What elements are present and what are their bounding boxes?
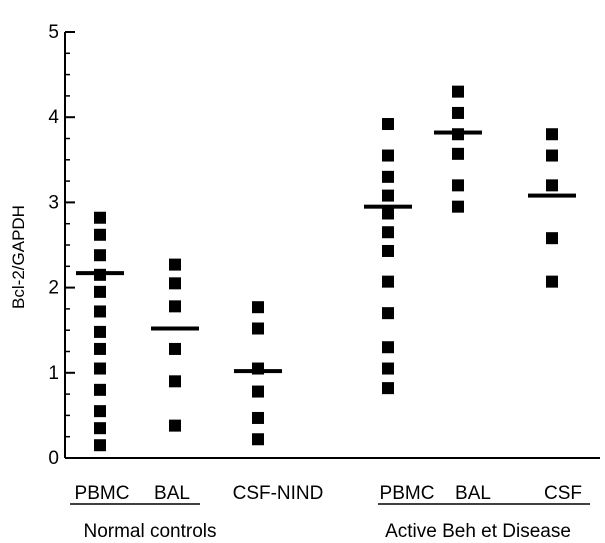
data-point: [546, 232, 558, 245]
data-point: [382, 149, 394, 162]
y-tick-label: 5: [48, 22, 59, 43]
data-point: [169, 277, 181, 290]
data-point: [452, 200, 464, 213]
mean-lines: [76, 130, 576, 374]
mean-line: [528, 193, 576, 198]
mean-line: [234, 369, 282, 374]
data-point: [452, 106, 464, 119]
y-tick-label: 3: [48, 192, 59, 213]
data-point: [382, 118, 394, 131]
y-tick-label: 1: [48, 363, 59, 384]
data-point: [169, 342, 181, 355]
data-point: [382, 382, 394, 395]
data-point: [94, 305, 106, 318]
data-point: [94, 383, 106, 396]
category-label: CSF: [544, 483, 582, 504]
data-point: [169, 258, 181, 271]
category-labels: PBMC BAL CSF-NIND PBMC BAL CSF Normal controls…: [70, 483, 590, 542]
axes: 0 1 2 3 4 5: [48, 22, 600, 469]
mean-line: [364, 204, 412, 209]
data-point: [169, 300, 181, 313]
mean-line: [434, 130, 482, 135]
data-point: [252, 433, 264, 446]
data-point: [94, 439, 106, 452]
data-point: [94, 342, 106, 355]
data-point: [94, 325, 106, 338]
data-point: [382, 226, 394, 239]
category-label: BAL: [455, 483, 491, 504]
data-point: [169, 419, 181, 432]
group-label: Active Beh et Disease: [385, 521, 571, 542]
data-point: [382, 307, 394, 320]
data-point: [452, 147, 464, 160]
category-label: CSF-NIND: [233, 483, 324, 504]
data-point: [252, 301, 264, 314]
data-point: [382, 170, 394, 183]
data-point: [546, 275, 558, 288]
data-point: [382, 207, 394, 220]
data-point: [382, 341, 394, 354]
data-point: [94, 405, 106, 418]
data-point: [94, 211, 106, 224]
mean-line: [76, 271, 124, 276]
category-label: PBMC: [380, 483, 435, 504]
data-point: [452, 85, 464, 98]
data-point: [546, 149, 558, 162]
data-point: [94, 285, 106, 298]
data-point: [382, 362, 394, 375]
data-point: [252, 322, 264, 335]
data-point: [94, 422, 106, 435]
mean-line: [151, 326, 199, 331]
data-points: [94, 85, 558, 452]
data-point: [252, 385, 264, 398]
data-point: [382, 244, 394, 257]
category-label: BAL: [154, 483, 190, 504]
data-point: [252, 411, 264, 424]
y-axis-label: Bcl-2/GAPDH: [9, 205, 28, 309]
data-point: [94, 362, 106, 375]
data-point: [94, 249, 106, 262]
data-point: [546, 179, 558, 192]
data-point: [169, 375, 181, 388]
y-tick-label: 0: [48, 448, 59, 469]
y-tick-label: 4: [48, 107, 59, 128]
group-label: Normal controls: [83, 521, 216, 542]
data-point: [546, 128, 558, 141]
data-point: [94, 228, 106, 241]
y-tick-label: 2: [48, 278, 59, 299]
data-point: [382, 189, 394, 202]
data-point: [382, 275, 394, 288]
data-point: [452, 179, 464, 192]
category-label: PBMC: [75, 483, 130, 504]
